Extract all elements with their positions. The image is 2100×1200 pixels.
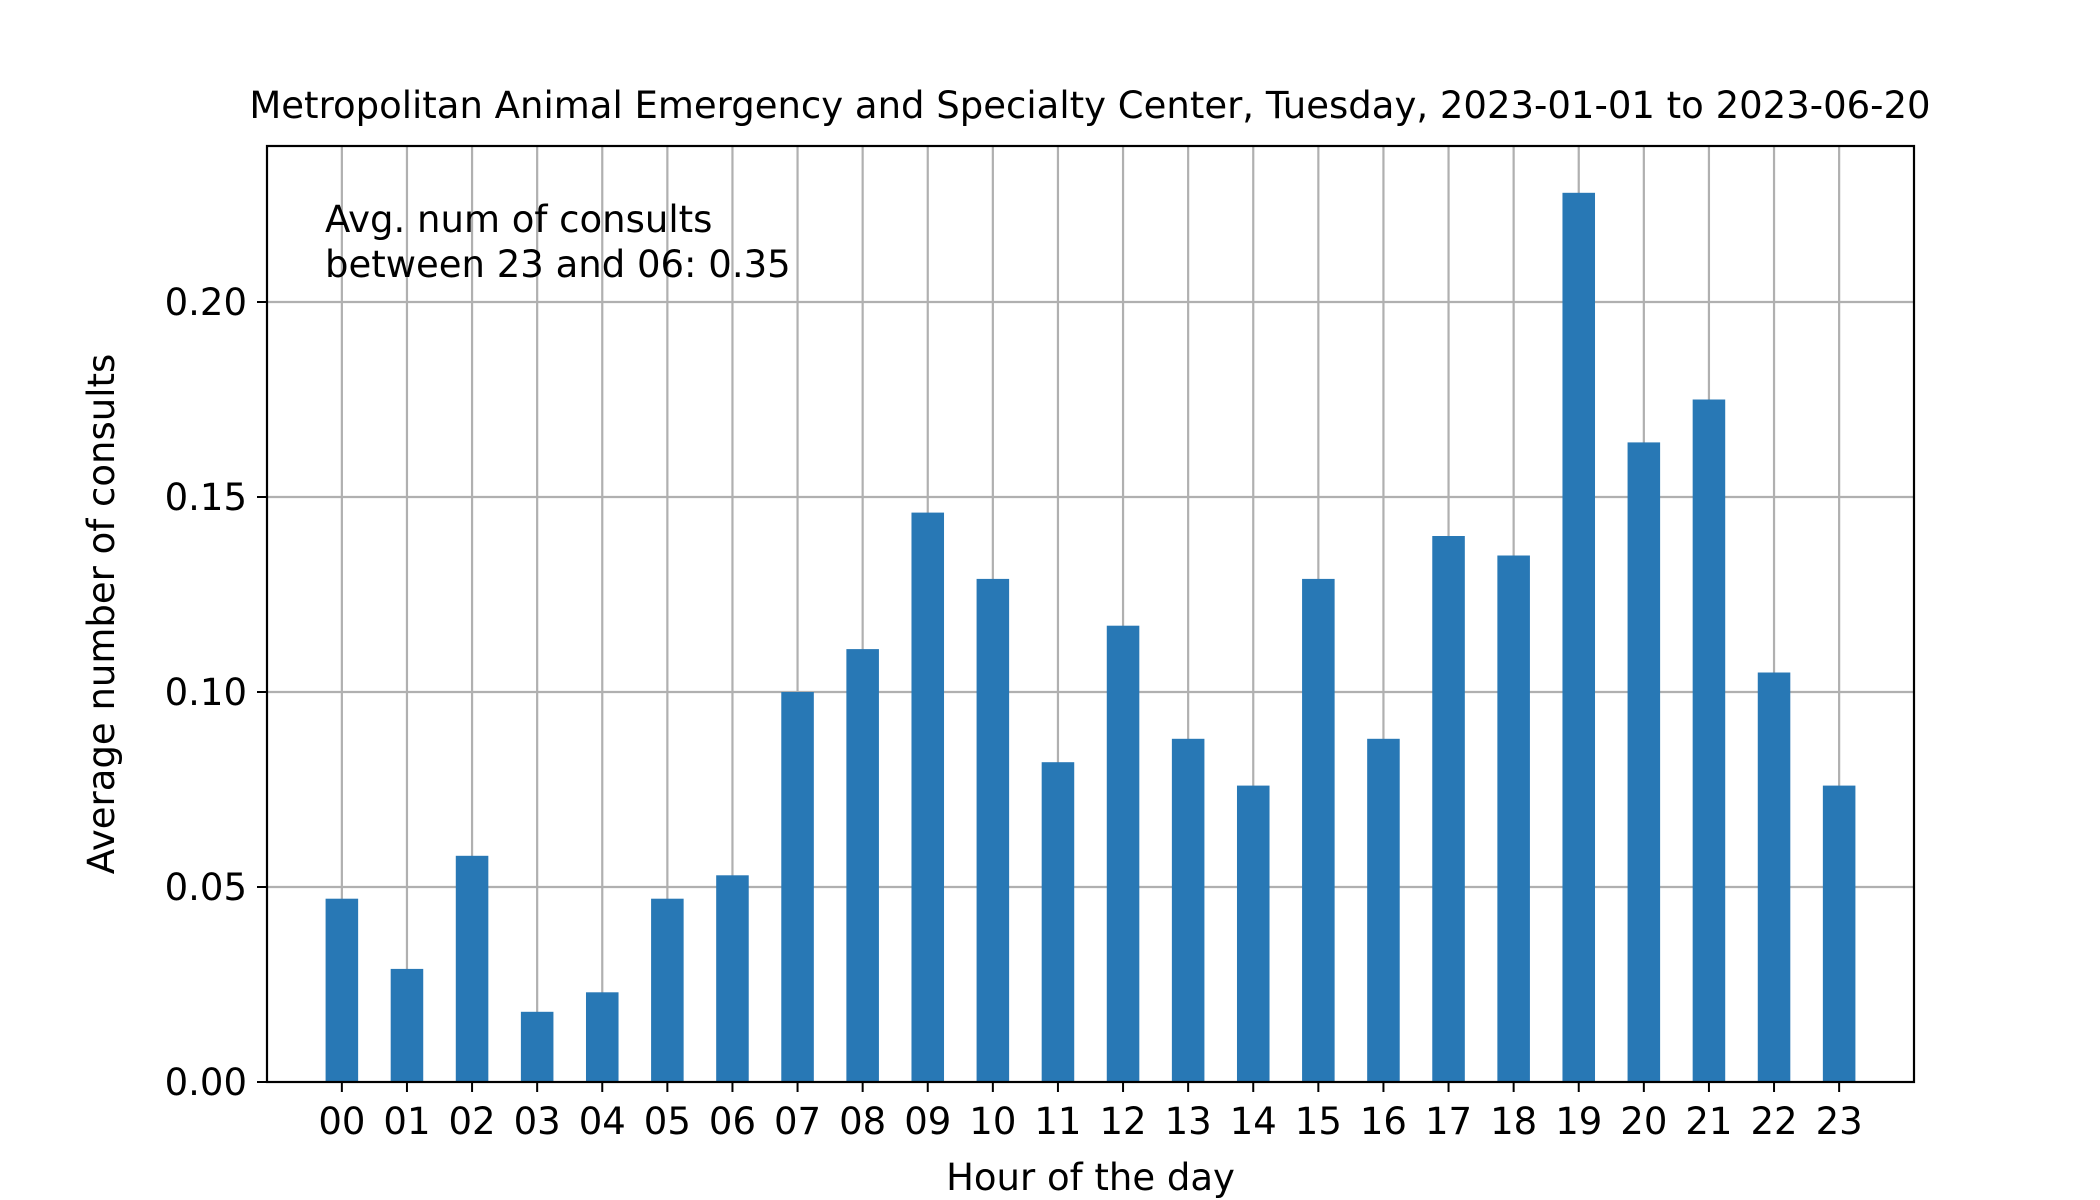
bar-hour-23: [1822, 785, 1856, 1082]
bar-hour-19: [1562, 192, 1596, 1083]
x-tick-label: 17: [1425, 1100, 1472, 1143]
x-tick-label: 11: [1034, 1100, 1081, 1143]
annotation-line-2: between 23 and 06: 0.35: [325, 243, 791, 286]
bar-hour-20: [1627, 442, 1661, 1082]
x-tick-label: 06: [709, 1100, 756, 1143]
bar-hour-12: [1106, 625, 1140, 1082]
plot-frame: [265, 144, 1916, 1084]
bar-hour-06: [716, 875, 749, 1082]
x-tick-label: 13: [1165, 1100, 1212, 1143]
y-tick-label: 0.05: [165, 866, 247, 909]
bar-hour-22: [1757, 672, 1791, 1082]
y-axis-label: Average number of consults: [80, 354, 123, 875]
bar-hour-08: [846, 649, 879, 1082]
x-tick-label: 10: [969, 1100, 1016, 1143]
bar-hour-07: [781, 692, 814, 1082]
bar-hour-02: [455, 855, 489, 1082]
x-tick-label: 05: [644, 1100, 691, 1143]
y-tick-label: 0.00: [165, 1061, 247, 1104]
bar-hour-10: [976, 578, 1010, 1082]
bar-hour-21: [1692, 399, 1726, 1082]
x-tick-label: 00: [318, 1100, 365, 1143]
x-tick-label: 02: [449, 1100, 496, 1143]
y-tick-label: 0.10: [165, 671, 247, 714]
bar-hour-11: [1041, 762, 1075, 1082]
x-tick-label: 19: [1555, 1100, 1602, 1143]
x-tick-label: 16: [1360, 1100, 1407, 1143]
x-tick-label: 22: [1750, 1100, 1797, 1143]
y-tick-label: 0.15: [165, 476, 247, 519]
x-tick-label: 08: [839, 1100, 886, 1143]
x-tick-label: 01: [383, 1100, 430, 1143]
x-tick-label: 20: [1620, 1100, 1667, 1143]
chart-title: Metropolitan Animal Emergency and Specia…: [249, 84, 1930, 127]
y-tick-label: 0.20: [165, 281, 247, 324]
x-tick-label: 15: [1295, 1100, 1342, 1143]
bars-layer: [325, 192, 1856, 1083]
bar-hour-15: [1302, 578, 1335, 1082]
bar-hour-09: [911, 512, 945, 1082]
bar-hour-17: [1432, 536, 1465, 1082]
bar-hour-14: [1236, 785, 1270, 1082]
x-tick-label: 12: [1100, 1100, 1147, 1143]
x-axis-label: Hour of the day: [946, 1156, 1235, 1199]
bar-hour-16: [1367, 738, 1400, 1082]
bar-hour-05: [651, 898, 684, 1082]
bar-hour-13: [1171, 738, 1205, 1082]
bar-hour-01: [390, 968, 424, 1082]
x-tick-label: 07: [774, 1100, 821, 1143]
annotation-line-1: Avg. num of consults: [325, 198, 712, 241]
x-tick-label: 21: [1685, 1100, 1732, 1143]
grid-layer: [267, 146, 1914, 1082]
bar-hour-04: [585, 992, 619, 1082]
ticks-layer: 00 01 02 03 04 05 06 07 08 09 10 11 12 13 14 15 16 17 18 19…: [165, 281, 1863, 1143]
bar-hour-03: [520, 1011, 554, 1082]
x-tick-label: 14: [1230, 1100, 1277, 1143]
x-tick-label: 09: [904, 1100, 951, 1143]
bar-hour-18: [1497, 555, 1530, 1082]
x-tick-label: 03: [514, 1100, 561, 1143]
x-tick-label: 23: [1816, 1100, 1863, 1143]
x-tick-label: 18: [1490, 1100, 1537, 1143]
x-tick-label: 04: [579, 1100, 626, 1143]
bar-hour-00: [325, 898, 359, 1082]
